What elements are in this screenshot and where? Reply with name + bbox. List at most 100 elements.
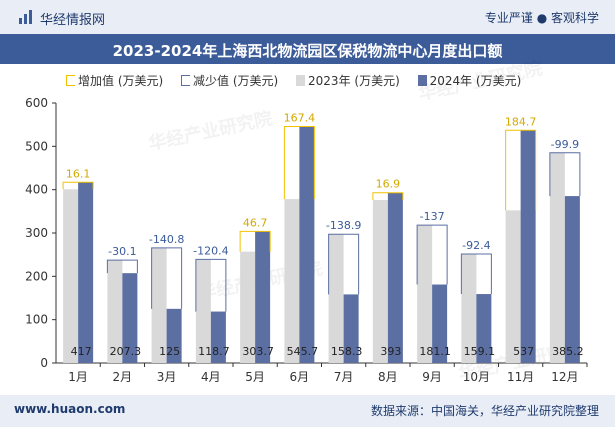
legend-swatch-2024 [417, 75, 427, 86]
x-tick-label-8: 8月 [378, 370, 398, 384]
legend-label-2023: 2023年 (万美元) [308, 74, 400, 88]
brand-logo-icon [19, 10, 32, 24]
change-label-12: -99.9 [551, 138, 579, 151]
value-label-2024-4: 118.7 [198, 345, 230, 358]
bar-2024-1 [78, 182, 94, 363]
change-bracket-9 [416, 224, 448, 285]
bar-2024-12 [564, 196, 580, 363]
bar-2023-9 [417, 225, 433, 363]
y-tick-label-400: 400 [25, 183, 48, 197]
value-label-2024-6: 545.7 [287, 345, 319, 358]
x-tick-label-5: 5月 [245, 370, 265, 384]
bar-2024-11 [520, 130, 536, 363]
bar-2023-5 [240, 251, 256, 363]
x-tick-label-7: 7月 [334, 370, 354, 384]
bar-2023-11 [505, 210, 521, 363]
change-bracket-7 [328, 233, 360, 295]
legend-item-decrease: 减少值 (万美元) [181, 72, 278, 89]
legend-label-2024: 2024年 (万美元) [429, 74, 522, 88]
legend-swatch-decrease [181, 75, 191, 86]
change-bracket-11 [505, 129, 537, 211]
change-label-10: -92.4 [462, 239, 490, 252]
bar-2023-8 [372, 200, 388, 363]
bar-2023-4 [195, 259, 211, 363]
value-label-2024-8: 393 [380, 345, 401, 358]
x-tick-label-3: 3月 [157, 370, 177, 384]
x-tick-label-6: 6月 [290, 370, 310, 384]
bar-2023-7 [328, 234, 344, 363]
value-label-2024-11: 537 [513, 345, 534, 358]
y-tick-label-0: 0 [40, 356, 48, 370]
x-tick-label-1: 1月 [68, 370, 88, 384]
value-label-2024-2: 207.3 [110, 345, 142, 358]
change-bracket-10 [460, 253, 492, 295]
value-label-2024-12: 385.2 [552, 345, 584, 358]
x-tick-label-2: 2月 [113, 370, 133, 384]
x-tick-label-11: 11月 [507, 370, 534, 384]
y-tick-label-100: 100 [25, 313, 48, 327]
bar-2024-10 [476, 294, 492, 363]
change-label-9: -137 [420, 210, 445, 223]
bar-2024-7 [343, 294, 359, 363]
change-label-1: 16.1 [66, 167, 91, 180]
bar-2024-6 [299, 126, 315, 363]
change-bracket-5 [239, 230, 271, 252]
bar-2024-5 [255, 231, 271, 363]
value-label-2024-9: 181.1 [419, 345, 451, 358]
value-label-2024-5: 303.7 [242, 345, 274, 358]
chart-title: 2023-2024年上海西北物流园区保税物流中心月度出口额 [112, 42, 503, 60]
chart-plot: 华经产业研究院华经产业研究院华经产业研究院华经产业研究院010020030040… [25, 57, 588, 385]
change-label-11: 184.7 [505, 115, 537, 128]
bar-2024-2 [122, 273, 138, 363]
y-tick-label-600: 600 [25, 96, 48, 110]
bar-2023-1 [63, 189, 79, 363]
value-label-2024-1: 417 [71, 345, 92, 358]
bar-2023-12 [549, 152, 565, 363]
change-label-4: -120.4 [193, 244, 228, 257]
legend-item-2024: 2024年 (万美元) [417, 72, 522, 89]
change-label-8: 16.9 [376, 178, 401, 191]
y-tick-label-500: 500 [25, 139, 48, 153]
value-label-2024-7: 158.3 [331, 345, 363, 358]
legend-swatch-2023 [296, 75, 306, 86]
x-tick-label-4: 4月 [201, 370, 221, 384]
top-banner [0, 0, 615, 34]
change-label-5: 46.7 [243, 216, 268, 229]
change-bracket-6 [283, 126, 315, 200]
legend-item-2023: 2023年 (万美元) [296, 72, 400, 89]
value-label-2024-10: 159.1 [464, 345, 496, 358]
bar-2024-4 [210, 311, 226, 363]
legend-swatch-increase [66, 75, 75, 86]
change-label-3: -140.8 [149, 233, 184, 246]
footer-source: 数据来源：中国海关，华经产业研究院整理 [370, 404, 599, 418]
legend-label-increase: 增加值 (万美元) [78, 74, 164, 88]
brand-tagline: 专业严谨 ● 客观科学 [484, 11, 599, 25]
chart-legend: 增加值 (万美元) 减少值 (万美元) 2023年 (万美元) 2024年 (万… [66, 72, 535, 89]
bar-2023-2 [107, 260, 123, 363]
bar-2023-6 [284, 199, 300, 363]
change-bracket-3 [151, 247, 183, 309]
legend-label-decrease: 减少值 (万美元) [193, 74, 279, 88]
x-tick-label-12: 12月 [551, 370, 578, 384]
change-bracket-2 [106, 259, 138, 274]
title-banner [0, 34, 615, 64]
value-label-2024-3: 125 [159, 345, 180, 358]
bar-2024-3 [166, 308, 182, 363]
change-bracket-4 [195, 258, 227, 312]
change-label-7: -138.9 [326, 219, 361, 232]
watermark-text-0: 华经产业研究院 [146, 107, 274, 155]
bar-2024-9 [432, 284, 448, 363]
watermark-text-1: 华经产业研究院 [416, 57, 544, 105]
change-bracket-8 [372, 192, 404, 201]
change-label-2: -30.1 [108, 245, 136, 258]
bar-2023-10 [461, 254, 477, 363]
legend-item-increase: 增加值 (万美元) [66, 72, 163, 89]
y-tick-label-200: 200 [25, 269, 48, 283]
brand-name: 华经情报网 [40, 13, 106, 28]
footer-website: www.huaon.com [14, 402, 126, 416]
x-tick-label-10: 10月 [463, 370, 490, 384]
x-tick-label-9: 9月 [422, 370, 442, 384]
y-tick-label-300: 300 [25, 226, 48, 240]
change-bracket-1 [62, 181, 94, 190]
footer-banner [0, 395, 615, 427]
